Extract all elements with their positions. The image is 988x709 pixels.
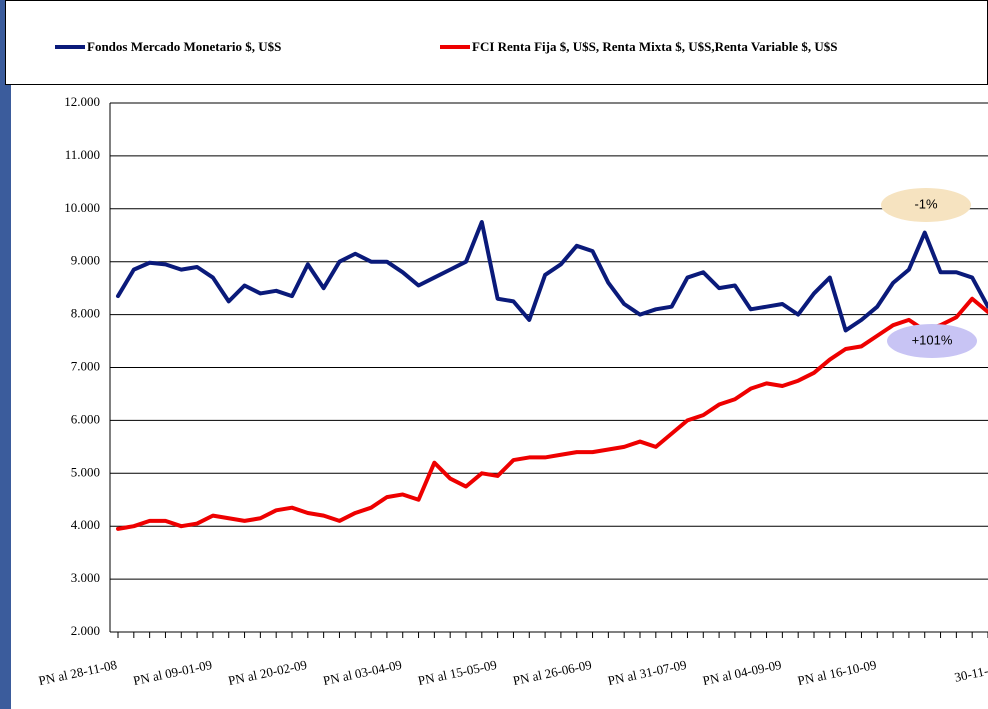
y-tick-label: 5.000 — [71, 464, 100, 479]
legend-label: FCI Renta Fija $, U$S, Renta Mixta $, U$… — [472, 39, 837, 54]
y-tick-label: 7.000 — [71, 358, 100, 373]
side-strip — [0, 0, 11, 709]
y-tick-label: 8.000 — [71, 306, 100, 321]
legend-box — [5, 0, 988, 85]
y-tick-label: 3.000 — [71, 570, 100, 585]
annotation-bubble — [881, 188, 971, 222]
legend-label: Fondos Mercado Monetario $, U$S — [87, 39, 281, 54]
annotation: +101% — [912, 332, 953, 347]
y-tick-label: 6.000 — [71, 411, 100, 426]
line-series — [116, 296, 988, 531]
annotation-bubble — [887, 324, 977, 358]
y-tick-label: 2.000 — [71, 623, 100, 638]
line-series — [116, 220, 988, 333]
y-tick-label: 10.000 — [64, 200, 100, 215]
annotation: -1% — [914, 196, 938, 211]
y-tick-label: 9.000 — [71, 253, 100, 268]
y-tick-label: 12.000 — [64, 94, 100, 109]
y-tick-label: 11.000 — [65, 147, 100, 162]
y-tick-label: 4.000 — [71, 517, 100, 532]
